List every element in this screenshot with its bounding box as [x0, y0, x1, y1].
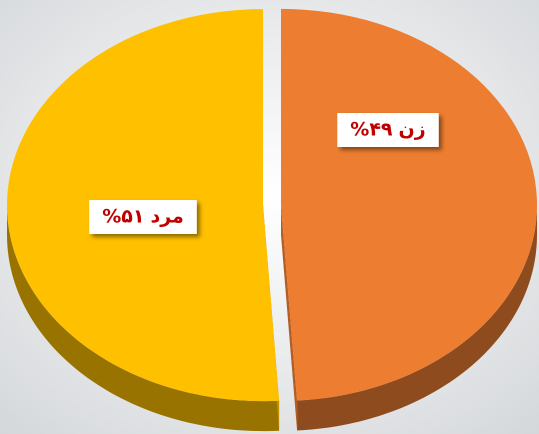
value-label: %۵۱: [102, 206, 144, 228]
label-box: [337, 113, 439, 147]
slice-side: [7, 205, 280, 432]
slice: [280, 8, 537, 401]
value-label: %۴۹: [350, 119, 393, 141]
category-label: مرد: [150, 206, 183, 228]
data-label: %۵۱ مرد: [89, 200, 197, 234]
slice-side: [297, 204, 537, 431]
data-label: %۴۹ زن: [337, 113, 439, 147]
category-label: زن: [399, 119, 426, 141]
label-box: [89, 200, 197, 234]
slice-cut: [280, 204, 298, 431]
